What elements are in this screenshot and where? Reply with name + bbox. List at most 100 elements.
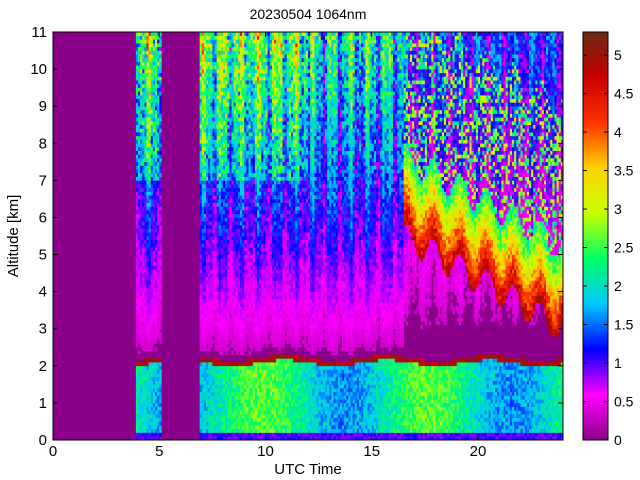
heatmap-cell [135, 154, 139, 159]
heatmap-cell [140, 57, 143, 62]
heatmap-cell [210, 91, 213, 96]
heatmap-cell [135, 221, 139, 226]
heatmap-cell [271, 295, 275, 300]
heatmap-cell [271, 365, 275, 370]
heatmap-cell [206, 254, 209, 259]
heatmap-cell [225, 32, 228, 37]
heatmap-cell [250, 202, 254, 207]
heatmap-cell [246, 399, 249, 404]
heatmap-cell [269, 135, 273, 140]
heatmap-cell [265, 50, 268, 55]
heatmap-cell [208, 176, 211, 181]
heatmap-cell [157, 191, 160, 196]
heatmap-cell [135, 184, 139, 189]
heatmap-cell [265, 306, 268, 311]
heatmap-cell [252, 32, 256, 37]
heatmap-cell [216, 102, 220, 107]
heatmap-cell [135, 39, 139, 44]
heatmap-cell [135, 276, 139, 281]
heatmap-cell [199, 132, 203, 137]
heatmap-cell [261, 261, 264, 266]
heatmap-cell [218, 169, 222, 174]
heatmap-cell [218, 347, 222, 352]
heatmap-cell [144, 113, 147, 118]
heatmap-cell [252, 428, 256, 433]
heatmap-cell [138, 98, 141, 103]
heatmap-cell [203, 80, 207, 85]
heatmap-cell [259, 328, 262, 333]
heatmap-cell [223, 98, 226, 103]
heatmap-cell [216, 436, 220, 440]
heatmap-cell [257, 54, 260, 59]
heatmap-cell [223, 224, 226, 229]
heatmap-cell [231, 102, 234, 107]
heatmap-cell [244, 158, 247, 163]
heatmap-cell [225, 217, 228, 222]
heatmap-cell [244, 347, 247, 352]
heatmap-cell [261, 384, 264, 389]
heatmap-cell [233, 83, 237, 88]
heatmap-cell [252, 98, 256, 103]
heatmap-cell [227, 169, 230, 174]
heatmap-cell [220, 95, 224, 100]
heatmap-cell [216, 210, 220, 215]
heatmap-cell [212, 158, 215, 163]
heatmap-cell [212, 299, 215, 304]
heatmap-cell [223, 198, 226, 203]
heatmap-cell [142, 83, 145, 88]
heatmap-cell [237, 247, 241, 252]
heatmap-cell [199, 299, 203, 304]
heatmap-cell [199, 124, 203, 129]
heatmap-cell [216, 321, 220, 326]
heatmap-cell [248, 388, 251, 393]
heatmap-cell [203, 202, 207, 207]
heatmap-cell [225, 369, 228, 374]
heatmap-cell [223, 339, 226, 344]
heatmap-cell [150, 150, 154, 155]
heatmap-cell [210, 165, 213, 170]
heatmap-cell [267, 158, 271, 163]
heatmap-cell [237, 43, 241, 48]
heatmap-cell [223, 72, 226, 77]
heatmap-cell [250, 224, 254, 229]
heatmap-cell [212, 250, 215, 255]
heatmap-cell [227, 65, 230, 70]
heatmap-cell [208, 373, 211, 378]
heatmap-cell [142, 161, 145, 166]
heatmap-cell [237, 80, 241, 85]
heatmap-cell [225, 362, 228, 367]
heatmap-cell [218, 158, 222, 163]
heatmap-cell [225, 106, 228, 111]
heatmap-cell [252, 228, 256, 233]
heatmap-cell [261, 172, 264, 177]
heatmap-cell [220, 221, 224, 226]
heatmap-cell [237, 295, 241, 300]
heatmap-cell [201, 221, 205, 226]
heatmap-cell [144, 135, 147, 140]
heatmap-cell [271, 217, 275, 222]
heatmap-cell [155, 384, 158, 389]
heatmap-cell [233, 325, 237, 330]
heatmap-cell [216, 317, 220, 322]
heatmap-cell [223, 391, 226, 396]
heatmap-cell [150, 332, 154, 337]
heatmap-cell [244, 284, 247, 289]
heatmap-cell [240, 113, 243, 118]
heatmap-cell [220, 191, 224, 196]
heatmap-cell [248, 321, 251, 326]
heatmap-cell [237, 98, 241, 103]
heatmap-cell [254, 146, 258, 151]
heatmap-cell [155, 72, 158, 77]
heatmap-cell [148, 35, 152, 40]
heatmap-cell [199, 198, 203, 203]
heatmap-cell [220, 295, 224, 300]
heatmap-cell [237, 343, 241, 348]
heatmap-cell [242, 139, 245, 144]
heatmap-cell [138, 299, 141, 304]
heatmap-cell [146, 57, 149, 62]
heatmap-cell [223, 247, 226, 252]
heatmap-cell [144, 228, 147, 233]
heatmap-cell [218, 121, 222, 126]
heatmap-cell [146, 317, 149, 322]
heatmap-cell [152, 280, 156, 285]
